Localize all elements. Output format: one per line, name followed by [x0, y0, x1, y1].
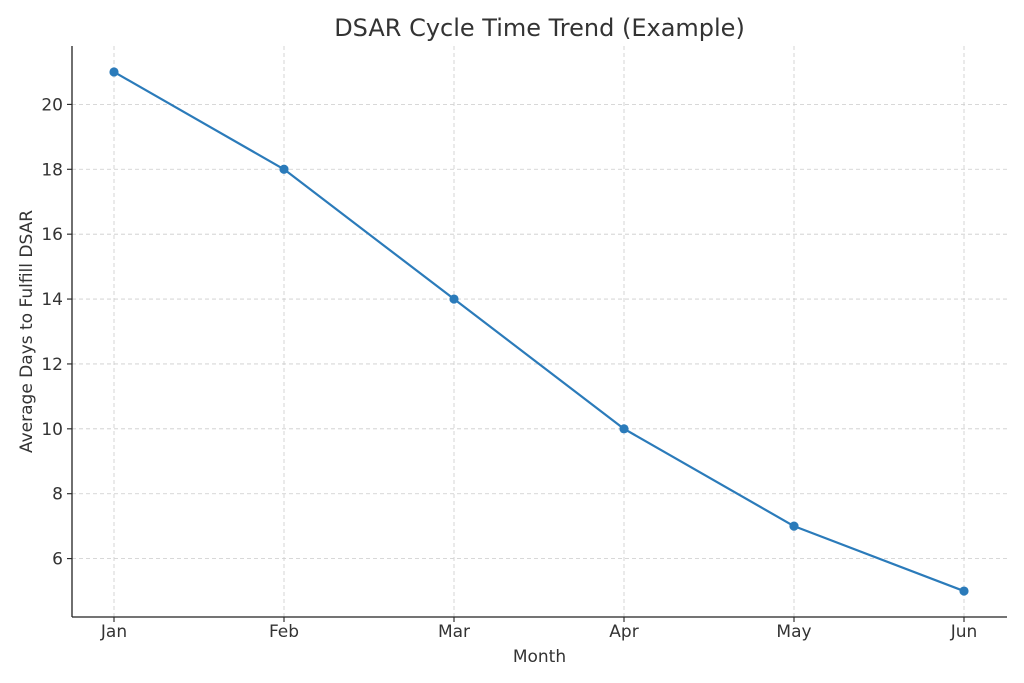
y-ticks: 6 8 10 12 14 16 18 20 [41, 95, 72, 570]
x-axis-title: Month [513, 647, 566, 667]
grid-lines [72, 46, 1007, 617]
y-tick-label: 16 [41, 225, 63, 245]
data-point [959, 586, 969, 596]
data-point [279, 164, 289, 174]
x-tick-label: Apr [609, 622, 638, 642]
x-tick-label: Jun [950, 622, 978, 642]
y-tick-label: 8 [52, 485, 63, 505]
y-tick-label: 14 [41, 290, 63, 310]
y-tick-label: 6 [52, 550, 63, 570]
x-ticks: Jan Feb Mar Apr May Jun [100, 617, 977, 642]
x-tick-label: May [776, 622, 811, 642]
x-tick-label: Jan [100, 622, 127, 642]
y-tick-label: 10 [41, 420, 63, 440]
chart-title: DSAR Cycle Time Trend (Example) [334, 14, 745, 42]
data-point [789, 521, 799, 531]
series-layer [109, 67, 969, 596]
data-point [619, 424, 629, 434]
y-tick-label: 18 [41, 160, 63, 180]
x-tick-label: Feb [269, 622, 299, 642]
data-point [109, 67, 119, 77]
y-tick-label: 20 [41, 95, 63, 115]
y-tick-label: 12 [41, 355, 63, 375]
data-point [449, 294, 459, 304]
y-axis-title: Average Days to Fulfill DSAR [17, 210, 37, 453]
x-tick-label: Mar [438, 622, 470, 642]
series-line [113, 70, 965, 593]
axes [71, 46, 1007, 618]
